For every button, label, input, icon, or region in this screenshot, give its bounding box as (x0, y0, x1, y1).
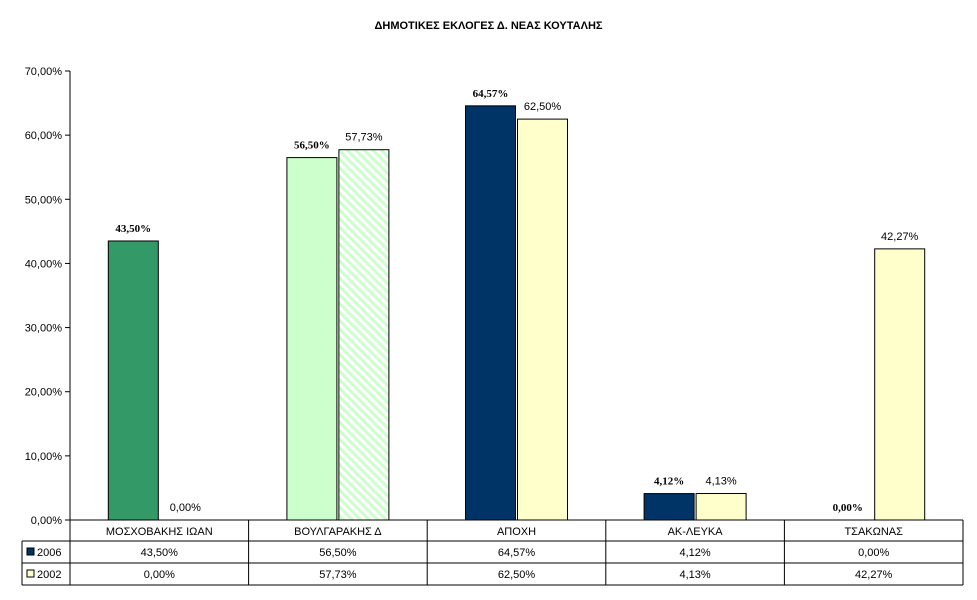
data-label-2006: 4,12% (654, 476, 684, 488)
table-cell-2006: 0,00% (858, 547, 889, 559)
y-tick-label: 40,00% (25, 258, 63, 270)
data-label-2006: 56,50% (294, 140, 330, 152)
table-cell-2002: 57,73% (319, 569, 357, 581)
legend-label-2002: 2002 (37, 569, 61, 581)
table-cell-2006: 56,50% (319, 547, 357, 559)
category-label: ΜΟΣΧΟΒΑΚΗΣ ΙΩΑΝ (106, 526, 213, 538)
table-cell-2002: 42,27% (855, 569, 893, 581)
table-cell-2002: 62,50% (498, 569, 536, 581)
bar-2002 (517, 118, 568, 521)
bars (107, 105, 926, 521)
category-label: ΒΟΥΛΓΑΡΑΚΗΣ Δ (294, 526, 382, 538)
y-tick-label: 0,00% (31, 515, 62, 527)
data-label-2006: 64,57% (473, 88, 509, 100)
y-tick-label: 20,00% (25, 387, 63, 399)
y-tick-label: 70,00% (25, 66, 63, 78)
y-tick-label: 50,00% (25, 194, 63, 206)
table-cell-2006: 4,12% (679, 547, 710, 559)
y-tick-label: 60,00% (25, 130, 63, 142)
category-label: ΑΚ-ΛΕΥΚΑ (668, 526, 724, 538)
data-label-2006: 43,50% (115, 223, 151, 235)
table-cell-2002: 4,13% (679, 569, 710, 581)
bar-2006 (286, 157, 338, 521)
bar-2002 (695, 493, 747, 521)
bar-2006 (643, 493, 695, 521)
data-label-2002: 4,13% (705, 476, 736, 488)
data-label-2002: 42,27% (881, 231, 919, 243)
bar-2006 (465, 105, 516, 521)
bar-2002 (338, 149, 390, 521)
category-label: ΤΣΑΚΩΝΑΣ (844, 526, 903, 538)
data-label-2002: 0,00% (170, 502, 201, 514)
y-axis: 0,00% 10,00% 20,00% 30,00% 40,00% 50,00% 60,00… (25, 66, 71, 527)
data-label-2002: 62,50% (524, 101, 562, 113)
chart-title: ΔΗΜΟΤΙΚΕΣ ΕΚΛΟΓΕΣ Δ. ΝΕΑΣ ΚΟΥΤΑΛΗΣ (374, 20, 603, 32)
bar-2006 (107, 240, 159, 521)
data-label-2002: 57,73% (345, 132, 383, 144)
table-cell-2006: 43,50% (141, 547, 179, 559)
data-label-2006: 0,00% (833, 502, 863, 514)
category-label: ΑΠΟΧΗ (497, 526, 536, 538)
table-cell-2002: 0,00% (144, 569, 175, 581)
legend-label-2006: 2006 (37, 547, 61, 559)
legend-key-2006 (26, 547, 35, 556)
y-tick-label: 30,00% (25, 323, 63, 335)
y-tick-label: 10,00% (25, 451, 63, 463)
data-table: ΜΟΣΧΟΒΑΚΗΣ ΙΩΑΝ 43,50% 0,00% ΒΟΥΛΓΑΡΑΚΗΣ Δ 5… (21, 519, 964, 586)
bar-2002 (874, 248, 926, 521)
data-labels: 43,50% 0,00% 56,50% 57,73% 64,57% 62,50% 4,12%… (115, 88, 918, 514)
table-cell-2006: 64,57% (498, 547, 536, 559)
legend-key-2002 (26, 569, 35, 578)
